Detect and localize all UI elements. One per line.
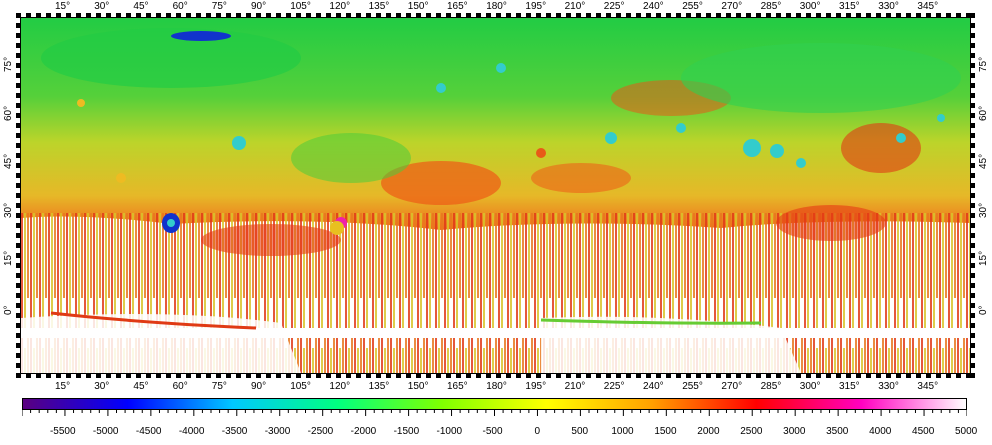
top-lon-label: 105°: [290, 1, 311, 12]
colorbar-label: 1000: [611, 426, 634, 437]
top-lon-label: 135°: [368, 1, 390, 12]
right-lat-label: 0°: [978, 304, 989, 315]
top-lon-label: 150°: [407, 1, 429, 12]
bottom-lon-label: 15°: [55, 381, 71, 392]
top-lon-label: 15°: [55, 1, 71, 12]
bottom-lon-label: 285°: [760, 381, 782, 392]
left-lat-label: 60°: [3, 105, 14, 121]
bottom-lon-label: 90°: [251, 381, 267, 392]
right-lat-label: 60°: [978, 105, 989, 121]
left-lat-label: 75°: [3, 56, 14, 72]
colorbar-label: 1500: [654, 426, 677, 437]
top-lon-label: 30°: [94, 1, 110, 12]
top-lon-label: 120°: [329, 1, 351, 12]
frame-top-strip: [16, 13, 975, 17]
frame-right-strip: [971, 13, 975, 378]
bottom-lon-label: 240°: [643, 381, 664, 392]
bottom-lon-label: 60°: [172, 381, 188, 392]
bottom-lon-label: 270°: [721, 381, 743, 392]
right-lat-label: 15°: [978, 250, 989, 266]
top-lon-label: 285°: [760, 1, 782, 12]
colorbar-label: -1500: [393, 426, 420, 437]
frame-left-strip: [16, 13, 20, 378]
top-lon-label: 330°: [878, 1, 899, 12]
colorbar-label: -2500: [307, 426, 334, 437]
top-lon-label: 195°: [525, 1, 547, 12]
top-lon-label: 300°: [799, 1, 821, 12]
top-lon-label: 240°: [643, 1, 664, 12]
bottom-lon-label: 180°: [486, 381, 507, 392]
top-lon-label: 210°: [564, 1, 586, 12]
colorbar-label: 4000: [869, 426, 892, 437]
colorbar-label: -4500: [135, 426, 162, 437]
colorbar-ticks: [22, 410, 967, 416]
left-lat-label: 45°: [3, 153, 14, 169]
colorbar-label: 0: [534, 426, 541, 437]
colorbar-label: -1000: [436, 426, 463, 437]
bottom-lon-label: 345°: [917, 381, 939, 392]
bottom-lon-label: 225°: [603, 381, 625, 392]
top-lon-label: 180°: [486, 1, 507, 12]
colorbar-label: -3000: [264, 426, 291, 437]
colorbar-label: -5000: [92, 426, 119, 437]
bottom-lon-label: 255°: [682, 381, 703, 392]
colorbar-label: -500: [482, 426, 503, 437]
bottom-lon-label: 150°: [407, 381, 429, 392]
bottom-lon-label: 330°: [878, 381, 899, 392]
bottom-lon-label: 45°: [133, 381, 149, 392]
colorbar-label: -2000: [350, 426, 377, 437]
top-lon-label: 270°: [721, 1, 743, 12]
bottom-lon-label: 195°: [525, 381, 547, 392]
colorbar-label: -5500: [49, 426, 76, 437]
colorbar-label: -3500: [221, 426, 248, 437]
bottom-lon-label: 120°: [329, 381, 351, 392]
top-lon-label: 225°: [603, 1, 625, 12]
frame-bottom-strip: [16, 374, 975, 378]
bottom-lon-label: 315°: [839, 381, 860, 392]
bottom-lon-label: 300°: [799, 381, 821, 392]
left-lat-label: 30°: [3, 202, 14, 218]
colorbar-label: 5000: [955, 426, 978, 437]
top-lon-label: 165°: [447, 1, 468, 12]
top-lon-label: 75°: [211, 1, 227, 12]
elevation-colorbar: [22, 398, 967, 410]
bottom-lon-label: 165°: [447, 381, 468, 392]
top-lon-label: 45°: [133, 1, 149, 12]
left-lat-label: 0°: [3, 304, 14, 315]
bottom-lon-label: 210°: [564, 381, 586, 392]
right-lat-label: 45°: [978, 153, 989, 169]
bottom-lon-label: 30°: [94, 381, 110, 392]
colorbar-label: -4000: [178, 426, 205, 437]
top-lon-label: 315°: [839, 1, 860, 12]
colorbar-label: 500: [571, 426, 589, 437]
topography-map-image: [21, 18, 970, 373]
top-lon-label: 60°: [172, 1, 188, 12]
colorbar-label: 2500: [740, 426, 763, 437]
colorbar-label: 3000: [783, 426, 806, 437]
bottom-lon-label: 75°: [211, 381, 227, 392]
top-lon-label: 345°: [917, 1, 939, 12]
top-lon-label: 90°: [251, 1, 267, 12]
bottom-lon-label: 135°: [368, 381, 390, 392]
colorbar-label: 2000: [697, 426, 720, 437]
topography-map[interactable]: [20, 17, 971, 374]
right-lat-label: 30°: [978, 202, 989, 218]
left-lat-label: 15°: [3, 250, 14, 266]
colorbar-label: 3500: [826, 426, 849, 437]
colorbar-label: 4500: [912, 426, 935, 437]
right-lat-label: 75°: [978, 56, 989, 72]
bottom-lon-label: 105°: [290, 381, 311, 392]
top-lon-label: 255°: [682, 1, 703, 12]
